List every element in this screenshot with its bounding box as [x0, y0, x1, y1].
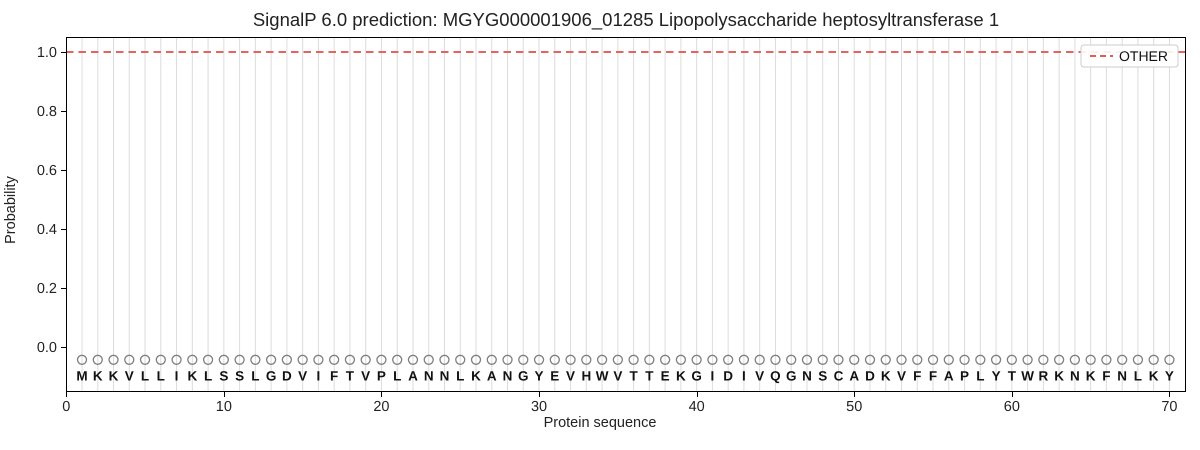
svg-text:G: G — [266, 369, 277, 384]
svg-text:K: K — [881, 369, 891, 384]
svg-text:A: A — [849, 369, 859, 384]
svg-text:F: F — [1102, 369, 1110, 384]
svg-text:Q: Q — [770, 369, 781, 384]
svg-text:L: L — [976, 369, 984, 384]
svg-text:P: P — [377, 369, 386, 384]
svg-text:70: 70 — [1161, 399, 1177, 415]
svg-text:R: R — [1038, 369, 1048, 384]
svg-text:N: N — [503, 369, 513, 384]
svg-text:V: V — [125, 369, 134, 384]
svg-text:0: 0 — [62, 399, 70, 415]
svg-text:L: L — [251, 369, 259, 384]
svg-text:K: K — [93, 369, 103, 384]
svg-text:T: T — [645, 369, 654, 384]
svg-text:50: 50 — [846, 399, 862, 415]
svg-text:V: V — [361, 369, 370, 384]
svg-text:K: K — [109, 369, 119, 384]
svg-text:Y: Y — [1165, 369, 1174, 384]
svg-text:N: N — [440, 369, 450, 384]
svg-text:L: L — [204, 369, 212, 384]
svg-text:F: F — [929, 369, 937, 384]
svg-text:T: T — [629, 369, 638, 384]
svg-text:0.6: 0.6 — [37, 163, 57, 179]
svg-text:K: K — [1054, 369, 1064, 384]
svg-text:30: 30 — [531, 399, 547, 415]
svg-text:T: T — [1008, 369, 1017, 384]
svg-text:D: D — [723, 369, 733, 384]
svg-text:N: N — [424, 369, 434, 384]
svg-text:S: S — [818, 369, 827, 384]
svg-text:V: V — [755, 369, 764, 384]
svg-text:S: S — [235, 369, 244, 384]
svg-text:D: D — [282, 369, 292, 384]
svg-text:W: W — [1021, 369, 1034, 384]
svg-text:M: M — [76, 369, 87, 384]
svg-text:F: F — [913, 369, 921, 384]
svg-text:N: N — [1070, 369, 1080, 384]
svg-text:0.0: 0.0 — [37, 340, 57, 356]
svg-text:I: I — [742, 369, 746, 384]
svg-text:V: V — [613, 369, 622, 384]
svg-text:K: K — [187, 369, 197, 384]
svg-text:L: L — [1134, 369, 1142, 384]
svg-text:60: 60 — [1004, 399, 1020, 415]
svg-text:K: K — [676, 369, 686, 384]
svg-text:C: C — [834, 369, 844, 384]
svg-text:T: T — [346, 369, 355, 384]
svg-text:0.2: 0.2 — [37, 281, 57, 297]
svg-text:A: A — [944, 369, 954, 384]
svg-text:N: N — [1117, 369, 1127, 384]
svg-text:A: A — [487, 369, 497, 384]
svg-text:10: 10 — [216, 399, 232, 415]
svg-text:I: I — [175, 369, 179, 384]
svg-text:G: G — [786, 369, 797, 384]
svg-text:20: 20 — [373, 399, 389, 415]
svg-text:I: I — [317, 369, 321, 384]
svg-text:D: D — [865, 369, 875, 384]
svg-text:K: K — [1086, 369, 1096, 384]
svg-text:S: S — [219, 369, 228, 384]
svg-text:40: 40 — [689, 399, 705, 415]
svg-text:1.0: 1.0 — [37, 45, 57, 61]
svg-text:H: H — [581, 369, 591, 384]
svg-text:G: G — [691, 369, 702, 384]
svg-text:L: L — [456, 369, 464, 384]
svg-text:G: G — [518, 369, 529, 384]
svg-text:W: W — [596, 369, 609, 384]
svg-text:K: K — [1149, 369, 1159, 384]
svg-text:V: V — [298, 369, 307, 384]
svg-text:A: A — [408, 369, 418, 384]
svg-text:L: L — [141, 369, 149, 384]
svg-text:OTHER: OTHER — [1119, 48, 1168, 64]
svg-text:I: I — [711, 369, 715, 384]
svg-text:E: E — [550, 369, 559, 384]
svg-text:0.8: 0.8 — [37, 104, 57, 120]
svg-text:Y: Y — [992, 369, 1001, 384]
svg-text:P: P — [960, 369, 969, 384]
svg-text:N: N — [802, 369, 812, 384]
svg-text:L: L — [393, 369, 401, 384]
svg-text:K: K — [471, 369, 481, 384]
svg-text:L: L — [157, 369, 165, 384]
svg-text:F: F — [330, 369, 338, 384]
svg-text:0.4: 0.4 — [37, 222, 57, 238]
svg-text:V: V — [897, 369, 906, 384]
svg-text:Y: Y — [535, 369, 544, 384]
svg-text:E: E — [661, 369, 670, 384]
svg-text:V: V — [566, 369, 575, 384]
